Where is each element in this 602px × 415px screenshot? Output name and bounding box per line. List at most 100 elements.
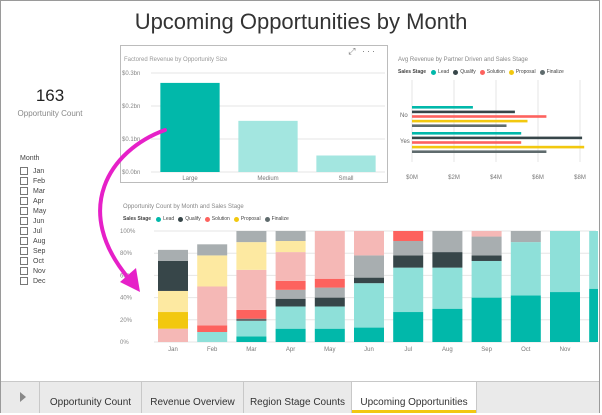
checkbox-icon[interactable] — [20, 197, 28, 205]
bar-segment-jan — [158, 290, 188, 313]
legend-item-solution: Solution — [204, 216, 230, 222]
bar-yes-solution — [412, 141, 522, 144]
bar-segment-jan — [158, 328, 188, 342]
checkbox-icon[interactable] — [20, 177, 28, 185]
slicer-item-jul[interactable]: Jul — [20, 226, 46, 236]
bar-segment-jun — [354, 231, 384, 256]
bar-segment-apr — [275, 231, 306, 241]
bar-segment-feb — [197, 286, 228, 326]
legend-item-lead: Lead — [156, 216, 174, 222]
x-tick-label: Aug — [442, 347, 453, 353]
slicer-item-sep[interactable]: Sep — [20, 246, 46, 256]
legend-item-lead: Lead — [431, 69, 449, 75]
legend-title: Sales Stage — [123, 216, 152, 222]
slicer-item-jan[interactable]: Jan — [20, 166, 46, 176]
lead-dot-icon — [156, 216, 162, 222]
bar-segment-apr — [275, 306, 306, 329]
slicer-item-mar[interactable]: Mar — [20, 186, 46, 196]
bar-segment-apr — [275, 289, 306, 299]
checkbox-icon[interactable] — [20, 257, 28, 265]
y-tick-label: 0% — [120, 340, 129, 346]
y-tick-label: $0.2bn — [122, 104, 140, 110]
slicer-item-dec[interactable]: Dec — [20, 276, 46, 286]
focus-mode-more-options-icon[interactable]: ⤢ ··· — [348, 46, 377, 56]
slicer-item-oct[interactable]: Oct — [20, 256, 46, 266]
tab-upcoming-opportunities[interactable]: Upcoming Opportunities — [351, 382, 477, 413]
checkbox-icon[interactable] — [20, 207, 28, 215]
slicer-item-apr[interactable]: Apr — [20, 196, 46, 206]
x-tick-label: Medium — [257, 176, 278, 182]
proposal-dot-icon — [508, 69, 514, 75]
bar-segment-sep — [471, 255, 502, 261]
opportunity-count-chart[interactable]: 0% 20% 40% 60% 80% 100% Jan Feb Mar Apr May Jun Jul A… — [118, 224, 598, 354]
slicer-items: Jan Feb Mar Apr May Jun Jul Aug Sep Oct Nov Dec — [20, 166, 46, 286]
x-tick-label: Small — [338, 176, 353, 182]
bar-no-lead — [412, 106, 473, 109]
slicer-item-nov[interactable]: Nov — [20, 266, 46, 276]
bar-segment-apr — [275, 252, 306, 281]
bar-segment-oct — [510, 295, 541, 342]
bar-segment-may — [314, 231, 345, 279]
bar-segment-oct — [510, 231, 541, 243]
avg-revenue-legend: Sales Stage Lead Qualify Solution Propos… — [398, 69, 568, 75]
x-tick-label: $8M — [574, 175, 586, 181]
bar-segment-aug — [432, 252, 463, 268]
bar-segment-jul — [393, 255, 424, 268]
collapse-pages-icon[interactable] — [20, 392, 26, 402]
factored-revenue-card[interactable]: Factored Revenue by Opportunity Size ⤢ ·… — [120, 45, 388, 183]
bar-large — [160, 82, 220, 172]
bar-segment-mar — [236, 336, 267, 342]
slicer-item-jun[interactable]: Jun — [20, 216, 46, 226]
bar-segment-jun — [354, 277, 384, 284]
bar-segment-dec — [589, 231, 598, 289]
tab-region-stage-counts[interactable]: Region Stage Counts — [243, 382, 351, 413]
bar-yes-lead — [412, 132, 522, 135]
avg-revenue-title: Avg Revenue by Partner Driven and Sales … — [398, 57, 528, 63]
y-tick-label: No — [400, 113, 408, 119]
bar-segment-apr — [275, 298, 306, 307]
kpi-label: Opportunity Count — [17, 109, 83, 118]
checkbox-icon[interactable] — [20, 227, 28, 235]
x-tick-label: $2M — [448, 175, 460, 181]
y-tick-label: 80% — [120, 251, 133, 257]
checkbox-icon[interactable] — [20, 217, 28, 225]
x-tick-label: Jul — [404, 347, 412, 353]
x-tick-label: May — [324, 347, 335, 353]
kpi-value[interactable]: 163 — [35, 86, 65, 105]
checkbox-icon[interactable] — [20, 267, 28, 275]
x-tick-label: Sep — [481, 347, 492, 353]
slicer-item-feb[interactable]: Feb — [20, 176, 46, 186]
y-tick-label: 60% — [120, 273, 133, 279]
checkbox-icon[interactable] — [20, 187, 28, 195]
bar-yes-qualify — [412, 136, 583, 140]
bar-no-qualify — [412, 110, 515, 114]
bar-segment-jul — [393, 240, 424, 256]
slicer-item-may[interactable]: May — [20, 206, 46, 216]
checkbox-icon[interactable] — [20, 167, 28, 175]
legend-item-proposal: Proposal — [233, 216, 261, 222]
month-slicer: Month Jan Feb Mar Apr May Jun Jul Aug Sep Oct Nov D… — [20, 155, 46, 286]
chart-title: Factored Revenue by Opportunity Size — [124, 57, 228, 63]
bar-no-solution — [412, 115, 547, 118]
page-tab-bar: Opportunity Count Revenue Overview Regio… — [1, 381, 599, 413]
bar-segment-mar — [236, 309, 267, 319]
bar-small — [316, 155, 376, 172]
bar-segment-feb — [197, 244, 228, 256]
bar-segment-may — [314, 328, 345, 342]
checkbox-icon[interactable] — [20, 277, 28, 285]
slicer-item-aug[interactable]: Aug — [20, 236, 46, 246]
bar-segment-may — [314, 287, 345, 298]
y-tick-label: 40% — [120, 296, 133, 302]
bar-segment-sep — [471, 236, 502, 256]
page-title: Upcoming Opportunities by Month — [134, 9, 468, 34]
bar-segment-jul — [393, 231, 424, 241]
checkbox-icon[interactable] — [20, 237, 28, 245]
x-tick-label: Jun — [364, 347, 374, 353]
x-tick-label: Large — [182, 176, 198, 182]
tab-opportunity-count[interactable]: Opportunity Count — [39, 382, 141, 413]
tab-revenue-overview[interactable]: Revenue Overview — [141, 382, 243, 413]
bar-segment-nov — [550, 231, 580, 293]
avg-revenue-chart[interactable]: $0M $2M $4M $6M $8M No Yes — [396, 80, 596, 190]
y-tick-label: Yes — [400, 139, 410, 145]
checkbox-icon[interactable] — [20, 247, 28, 255]
